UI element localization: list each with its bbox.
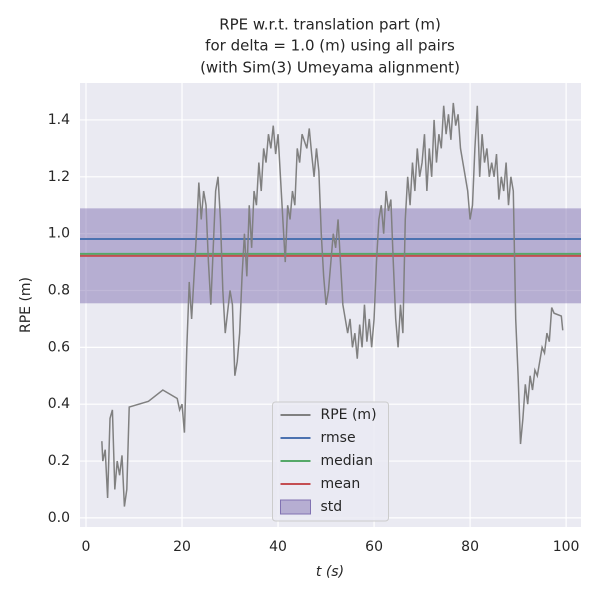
x-tick-label: 80 <box>461 539 479 555</box>
y-tick-label: 0.0 <box>48 510 70 526</box>
y-tick-label: 0.6 <box>48 339 70 355</box>
chart-title: for delta = 1.0 (m) using all pairs <box>205 37 455 55</box>
chart-title: (with Sim(3) Umeyama alignment) <box>200 59 460 77</box>
y-tick-label: 1.2 <box>48 169 70 185</box>
legend-swatch <box>280 499 311 515</box>
legend-label: median <box>321 453 373 469</box>
legend-label: std <box>321 499 343 515</box>
y-tick-label: 0.8 <box>48 283 70 299</box>
y-tick-label: 1.4 <box>48 112 70 128</box>
legend-box <box>272 401 389 522</box>
chart-title: RPE w.r.t. translation part (m) <box>219 16 441 34</box>
legend-label: rmse <box>321 430 356 446</box>
x-tick-label: 40 <box>269 539 287 555</box>
x-tick-label: 0 <box>82 539 91 555</box>
x-tick-label: 100 <box>553 539 580 555</box>
x-axis-label: t (s) <box>316 564 344 580</box>
y-tick-label: 0.2 <box>48 453 70 469</box>
legend-label: mean <box>321 476 361 492</box>
y-tick-label: 1.0 <box>48 226 70 242</box>
legend-label: RPE (m) <box>321 407 377 423</box>
y-axis-label: RPE (m) <box>18 277 34 333</box>
series-line <box>101 102 564 507</box>
y-tick-label: 0.4 <box>48 396 70 412</box>
x-tick-label: 20 <box>173 539 191 555</box>
x-tick-label: 60 <box>365 539 383 555</box>
